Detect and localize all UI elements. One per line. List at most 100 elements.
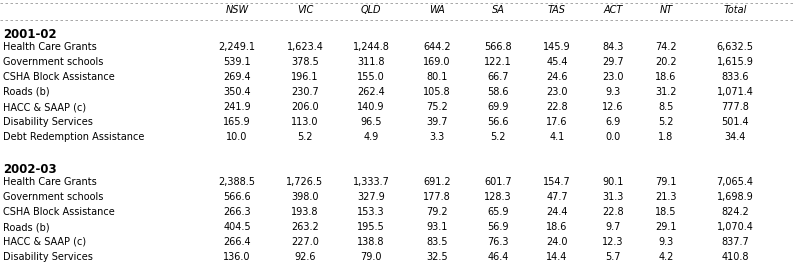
Text: 18.6: 18.6 <box>655 72 676 82</box>
Text: 31.3: 31.3 <box>603 192 624 202</box>
Text: 17.6: 17.6 <box>546 117 568 127</box>
Text: 4.9: 4.9 <box>364 132 379 142</box>
Text: 6.9: 6.9 <box>605 117 621 127</box>
Text: 1,071.4: 1,071.4 <box>716 87 754 97</box>
Text: 96.5: 96.5 <box>360 117 382 127</box>
Text: 56.9: 56.9 <box>488 222 509 232</box>
Text: Health Care Grants: Health Care Grants <box>3 42 97 52</box>
Text: 269.4: 269.4 <box>223 72 251 82</box>
Text: 1,333.7: 1,333.7 <box>353 177 389 187</box>
Text: 90.1: 90.1 <box>603 177 624 187</box>
Text: 1.8: 1.8 <box>658 132 673 142</box>
Text: Debt Redemption Assistance: Debt Redemption Assistance <box>3 132 145 142</box>
Text: 32.5: 32.5 <box>426 252 448 262</box>
Text: 824.2: 824.2 <box>721 207 749 217</box>
Text: Government schools: Government schools <box>3 192 103 202</box>
Text: 410.8: 410.8 <box>721 252 749 262</box>
Text: 79.0: 79.0 <box>360 252 382 262</box>
Text: 177.8: 177.8 <box>423 192 451 202</box>
Text: 195.5: 195.5 <box>357 222 385 232</box>
Text: 5.2: 5.2 <box>297 132 313 142</box>
Text: 1,615.9: 1,615.9 <box>716 57 754 67</box>
Text: NSW: NSW <box>225 5 249 15</box>
Text: 65.9: 65.9 <box>488 207 509 217</box>
Text: 14.4: 14.4 <box>546 252 568 262</box>
Text: 22.8: 22.8 <box>602 207 624 217</box>
Text: 140.9: 140.9 <box>357 102 385 112</box>
Text: 2001-02: 2001-02 <box>3 28 56 41</box>
Text: 92.6: 92.6 <box>295 252 316 262</box>
Text: NT: NT <box>659 5 673 15</box>
Text: 12.3: 12.3 <box>603 237 624 247</box>
Text: 2,388.5: 2,388.5 <box>218 177 256 187</box>
Text: Health Care Grants: Health Care Grants <box>3 177 97 187</box>
Text: 404.5: 404.5 <box>223 222 251 232</box>
Text: 262.4: 262.4 <box>357 87 385 97</box>
Text: 2,249.1: 2,249.1 <box>218 42 256 52</box>
Text: 398.0: 398.0 <box>291 192 318 202</box>
Text: SA: SA <box>491 5 504 15</box>
Text: VIC: VIC <box>297 5 313 15</box>
Text: 136.0: 136.0 <box>223 252 251 262</box>
Text: 644.2: 644.2 <box>423 42 451 52</box>
Text: 206.0: 206.0 <box>291 102 319 112</box>
Text: 84.3: 84.3 <box>603 42 624 52</box>
Text: 22.8: 22.8 <box>546 102 568 112</box>
Text: 56.6: 56.6 <box>488 117 509 127</box>
Text: 39.7: 39.7 <box>426 117 448 127</box>
Text: 539.1: 539.1 <box>223 57 251 67</box>
Text: 105.8: 105.8 <box>423 87 451 97</box>
Text: Total: Total <box>723 5 746 15</box>
Text: 691.2: 691.2 <box>423 177 451 187</box>
Text: CSHA Block Assistance: CSHA Block Assistance <box>3 72 115 82</box>
Text: 5.7: 5.7 <box>605 252 621 262</box>
Text: 20.2: 20.2 <box>655 57 676 67</box>
Text: 837.7: 837.7 <box>721 237 749 247</box>
Text: 1,726.5: 1,726.5 <box>287 177 324 187</box>
Text: 23.0: 23.0 <box>603 72 624 82</box>
Text: 6,632.5: 6,632.5 <box>716 42 754 52</box>
Text: 79.1: 79.1 <box>655 177 676 187</box>
Text: 193.8: 193.8 <box>291 207 318 217</box>
Text: 145.9: 145.9 <box>543 42 571 52</box>
Text: 833.6: 833.6 <box>721 72 749 82</box>
Text: 113.0: 113.0 <box>291 117 318 127</box>
Text: 230.7: 230.7 <box>291 87 319 97</box>
Text: TAS: TAS <box>548 5 566 15</box>
Text: Disability Services: Disability Services <box>3 252 93 262</box>
Text: 93.1: 93.1 <box>426 222 448 232</box>
Text: 9.3: 9.3 <box>658 237 673 247</box>
Text: 777.8: 777.8 <box>721 102 749 112</box>
Text: 5.2: 5.2 <box>490 132 506 142</box>
Text: HACC & SAAP (c): HACC & SAAP (c) <box>3 237 86 247</box>
Text: 165.9: 165.9 <box>223 117 251 127</box>
Text: 155.0: 155.0 <box>357 72 385 82</box>
Text: 74.2: 74.2 <box>655 42 676 52</box>
Text: 4.2: 4.2 <box>658 252 673 262</box>
Text: 2002-03: 2002-03 <box>3 163 56 176</box>
Text: 350.4: 350.4 <box>223 87 251 97</box>
Text: Roads (b): Roads (b) <box>3 87 49 97</box>
Text: 5.2: 5.2 <box>658 117 674 127</box>
Text: 80.1: 80.1 <box>426 72 448 82</box>
Text: HACC & SAAP (c): HACC & SAAP (c) <box>3 102 86 112</box>
Text: 153.3: 153.3 <box>357 207 385 217</box>
Text: 47.7: 47.7 <box>546 192 568 202</box>
Text: 21.3: 21.3 <box>655 192 676 202</box>
Text: 566.6: 566.6 <box>223 192 251 202</box>
Text: 154.7: 154.7 <box>543 177 571 187</box>
Text: Government schools: Government schools <box>3 57 103 67</box>
Text: 18.5: 18.5 <box>655 207 676 217</box>
Text: 69.9: 69.9 <box>488 102 509 112</box>
Text: 31.2: 31.2 <box>655 87 676 97</box>
Text: 66.7: 66.7 <box>488 72 509 82</box>
Text: 1,244.8: 1,244.8 <box>353 42 389 52</box>
Text: 24.0: 24.0 <box>546 237 568 247</box>
Text: 566.8: 566.8 <box>484 42 512 52</box>
Text: 29.7: 29.7 <box>602 57 624 67</box>
Text: 227.0: 227.0 <box>291 237 319 247</box>
Text: 8.5: 8.5 <box>658 102 673 112</box>
Text: QLD: QLD <box>360 5 381 15</box>
Text: WA: WA <box>429 5 445 15</box>
Text: 122.1: 122.1 <box>484 57 512 67</box>
